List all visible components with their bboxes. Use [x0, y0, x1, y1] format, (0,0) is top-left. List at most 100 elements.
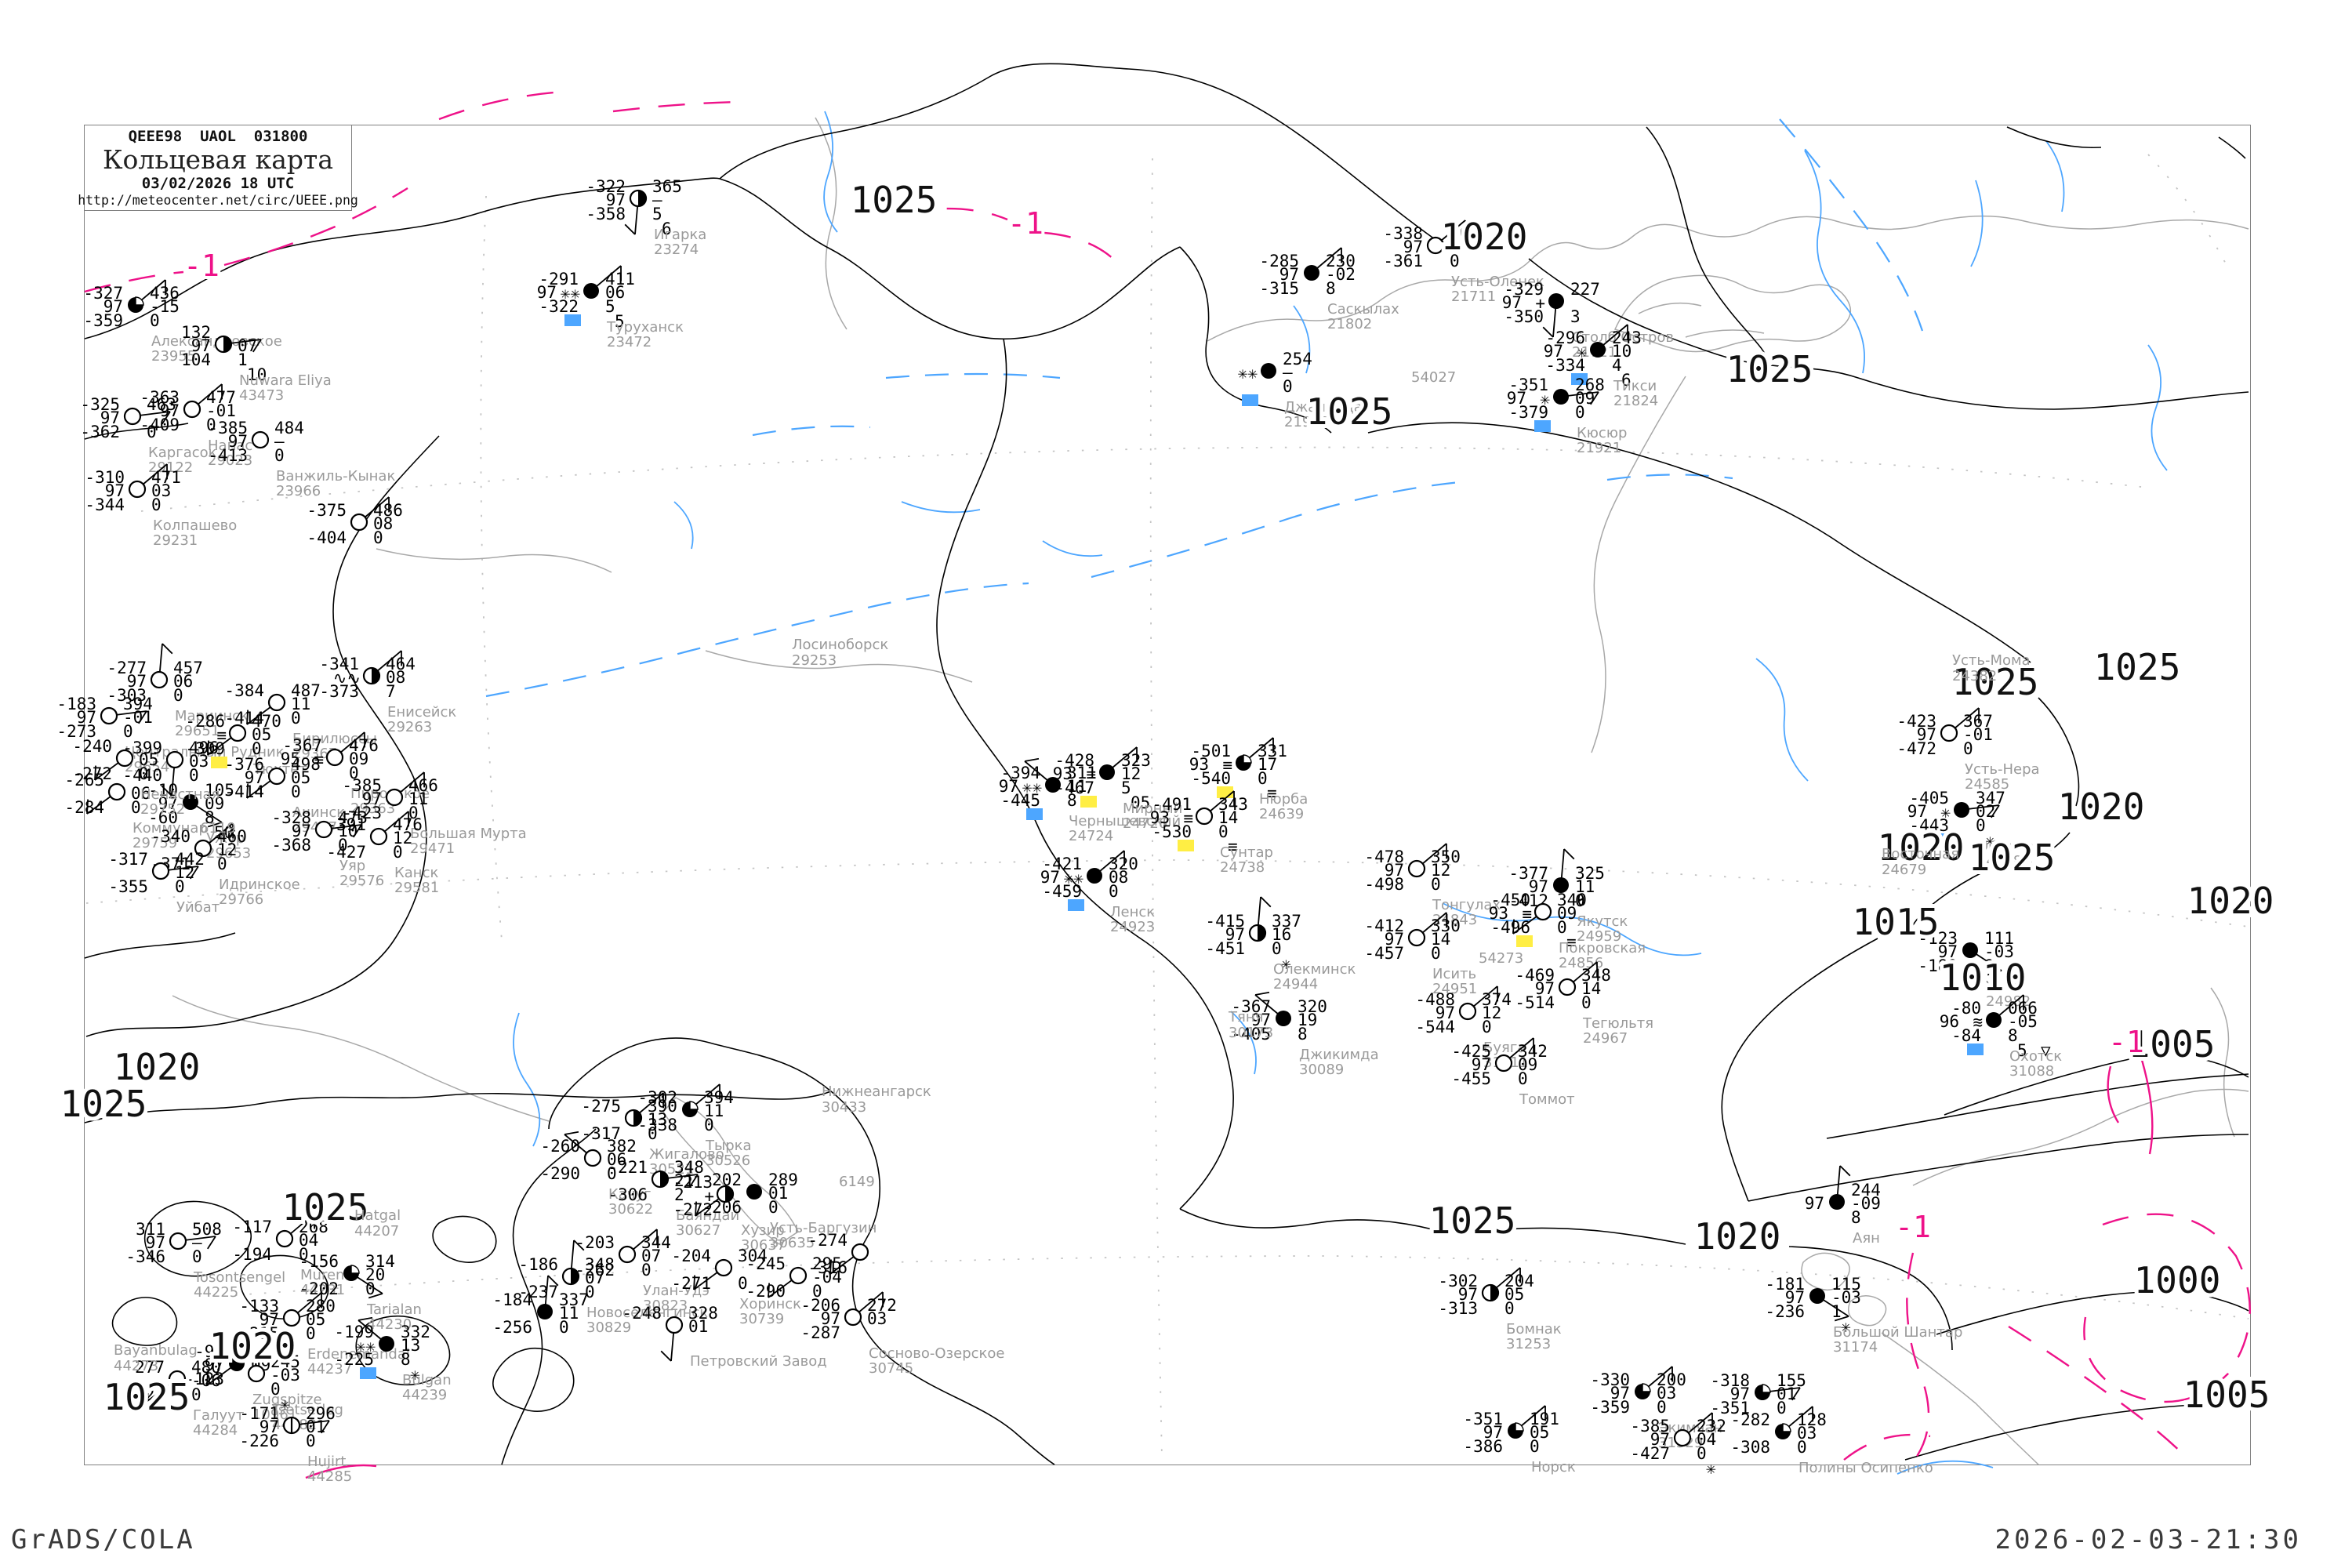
station-extra-value: 6: [1621, 371, 1632, 390]
station-plot: 244 97 -098 Аян: [1805, 1165, 1881, 1247]
station-tendency: 01: [1777, 1385, 1796, 1403]
station-humidity: 97: [1436, 1004, 1455, 1022]
station-low-cloud: 0: [1109, 882, 1119, 901]
station-humidity: 97: [1730, 1385, 1750, 1403]
station-temperature: -296: [1545, 328, 1585, 347]
station-tendency: -04: [812, 1268, 842, 1287]
station-low-cloud: 0: [1657, 1398, 1667, 1417]
station-tendency: 08: [373, 514, 393, 533]
cloud-cover-icon: [1962, 942, 1978, 958]
station-tendency: 17: [1258, 755, 1277, 774]
station-dewpoint: -368: [271, 836, 311, 855]
station-id: 31253: [1506, 1336, 1551, 1352]
station-name: Джикимда: [1299, 1047, 1379, 1063]
weather-symbol-icon: ✳: [1940, 803, 1951, 822]
map-gray-label: 6119: [200, 820, 236, 837]
blue-square-icon: [1068, 899, 1084, 911]
station-temperature: -274: [808, 1231, 848, 1250]
station-tendency: 01: [306, 1417, 325, 1436]
station-name: Коммунар: [132, 820, 208, 837]
isobar-label: 1020: [1441, 216, 1528, 258]
station-pressure: 508: [192, 1220, 222, 1239]
station-pressure: 374: [1482, 990, 1512, 1009]
station-temperature: -92: [194, 1342, 224, 1361]
station-pressure: 227: [1570, 280, 1600, 299]
station-low-cloud: 0: [1450, 252, 1460, 270]
station-tendency: —: [192, 1233, 202, 1252]
weather-symbol-icon: ≋: [1973, 1013, 1983, 1032]
station-name: Бомнак: [1506, 1321, 1562, 1338]
station-pressure: 442: [175, 850, 205, 869]
station-dewpoint: -358: [586, 205, 626, 223]
station-tendency: -02: [1326, 265, 1356, 284]
station-temperature: -317: [108, 850, 148, 869]
station-tendency: 12: [393, 829, 412, 848]
station-plot: -385 232 97 04 -427 0✳: [1630, 1412, 1726, 1478]
station-temperature: -213: [673, 1173, 713, 1192]
map-gray-label: Нижнеангарск: [822, 1083, 931, 1100]
station-low-cloud: 0: [738, 1274, 748, 1293]
station-extra-value: 5: [2017, 1041, 2027, 1060]
station-name: Tsetserleg: [271, 1402, 343, 1418]
cloud-cover-icon: [369, 827, 388, 846]
station-name: Идринское: [219, 877, 300, 893]
station-id: 44239: [402, 1387, 447, 1403]
station-name: Сосново-Озерское: [869, 1345, 1004, 1362]
station-humidity: 97: [127, 672, 147, 691]
station-id: 30635: [770, 1235, 815, 1251]
station-id: 30739: [739, 1311, 784, 1327]
station-temperature: 311: [136, 1220, 165, 1239]
station-id: 24944: [1273, 976, 1318, 993]
station-dewpoint: -306: [608, 1185, 648, 1204]
station-id: 29766: [219, 891, 263, 908]
station-id: 29263: [387, 719, 432, 735]
station-dewpoint: -540: [1191, 769, 1231, 788]
station-name: Хоринск: [739, 1296, 801, 1312]
station-dewpoint: -451: [1205, 939, 1245, 958]
station-low-cloud: 0: [123, 722, 133, 741]
station-pressure: 155: [1777, 1371, 1806, 1390]
station-name: Ачинск: [292, 804, 345, 821]
station-temperature: -376: [224, 755, 264, 774]
station-tendency: -03: [270, 1366, 300, 1385]
map-gray-label: 54027: [1411, 369, 1456, 386]
station-low-cloud: 0: [641, 1261, 652, 1279]
station-id: 29752: [140, 801, 185, 818]
station-name: Улан-Удэ: [643, 1283, 710, 1299]
station-pressure: 343: [1218, 795, 1248, 814]
station-name: Ужур: [206, 830, 245, 847]
cloud-cover-icon: [746, 1184, 762, 1200]
map-gray-label: 29253: [792, 652, 837, 669]
station-extra-value: ≡: [1228, 837, 1238, 856]
station-id: 29471: [410, 840, 455, 857]
station-pressure: 464: [386, 655, 416, 673]
station-name: Буяга: [1483, 1040, 1526, 1056]
cloud-cover-icon: [107, 782, 126, 801]
isobar-label: 1025: [2094, 646, 2181, 688]
station-temperature: -385: [342, 776, 382, 795]
station-name: Томмот: [1519, 1091, 1575, 1108]
cloud-cover-icon: [1195, 807, 1214, 826]
station-id: 29023: [208, 452, 252, 469]
station-tendency: -06: [191, 1371, 221, 1390]
station-low-cloud: 0: [147, 423, 157, 441]
cloud-cover-icon: [714, 1258, 733, 1277]
station-temperature: -171: [239, 1404, 279, 1423]
station-low-cloud: 0: [1283, 377, 1293, 396]
station-low-cloud: 5: [605, 297, 615, 316]
station-humidity: 97: [362, 789, 382, 808]
station-name: Джалинда: [1284, 399, 1363, 416]
station-name: Bulgan: [402, 1372, 452, 1388]
station-humidity: 97: [103, 297, 123, 316]
station-pressure: 457: [173, 659, 203, 677]
station-low-cloud: 0: [408, 804, 419, 822]
yellow-square-icon: [211, 757, 227, 768]
station-tendency: 12: [217, 840, 237, 859]
